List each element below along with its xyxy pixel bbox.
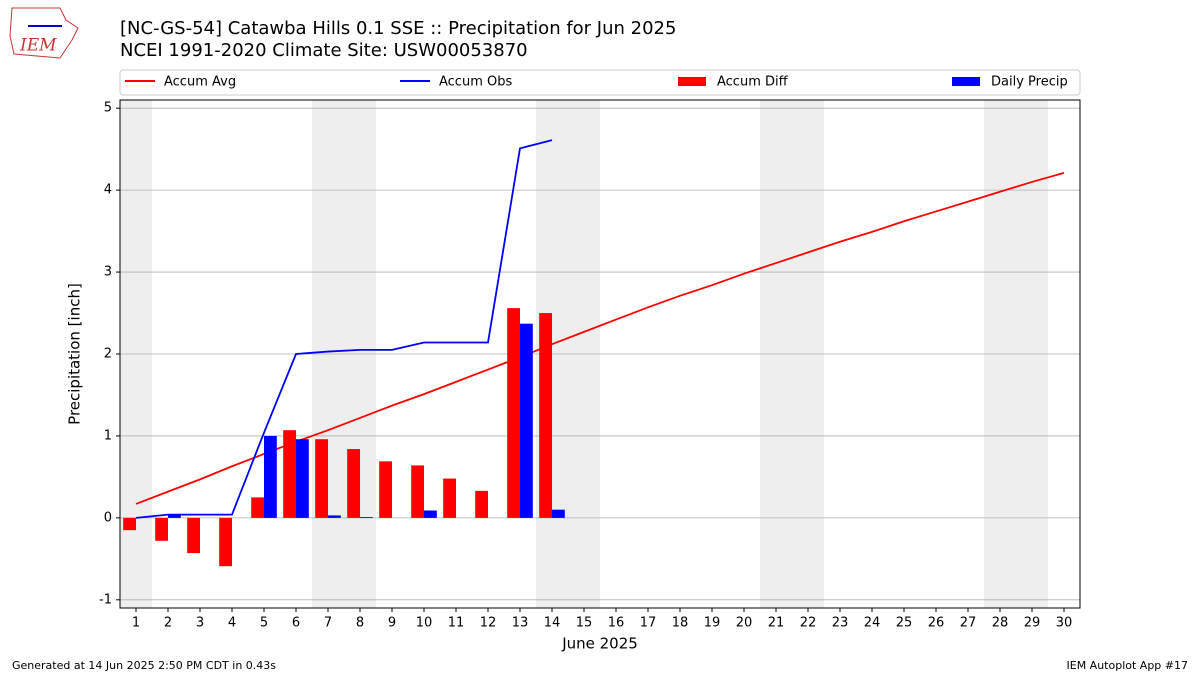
x-tick-label: 14 bbox=[544, 616, 561, 631]
x-tick-label: 21 bbox=[768, 616, 785, 631]
line bbox=[135, 139, 553, 519]
x-tick-label: 27 bbox=[960, 616, 977, 631]
footer-left: Generated at 14 Jun 2025 2:50 PM CDT in … bbox=[12, 659, 276, 672]
bar bbox=[552, 509, 565, 518]
bar bbox=[315, 439, 328, 518]
legend-swatch bbox=[952, 77, 980, 86]
x-tick-label: 18 bbox=[672, 616, 689, 631]
legend-swatch bbox=[678, 77, 706, 86]
x-tick-label: 29 bbox=[1024, 616, 1041, 631]
legend-label: Daily Precip bbox=[991, 75, 1068, 90]
y-tick-label: 4 bbox=[104, 183, 112, 198]
bar bbox=[168, 514, 181, 518]
bar bbox=[411, 465, 424, 518]
bar bbox=[443, 478, 456, 518]
x-tick-label: 11 bbox=[448, 616, 465, 631]
x-tick-label: 19 bbox=[704, 616, 721, 631]
bar bbox=[424, 510, 437, 518]
bar bbox=[155, 517, 168, 541]
x-tick-label: 7 bbox=[324, 616, 332, 631]
x-tick-label: 24 bbox=[864, 616, 881, 631]
bar bbox=[283, 430, 296, 518]
y-tick-label: 1 bbox=[104, 428, 112, 443]
bar bbox=[328, 515, 341, 518]
x-tick-label: 23 bbox=[832, 616, 849, 631]
legend-label: Accum Obs bbox=[439, 75, 512, 90]
y-tick-label: 0 bbox=[104, 510, 112, 525]
x-tick-label: 30 bbox=[1056, 616, 1073, 631]
y-tick-label: 2 bbox=[104, 347, 112, 362]
logo-text: IEM bbox=[19, 36, 57, 56]
legend-box bbox=[119, 69, 1081, 96]
bar bbox=[379, 461, 392, 518]
footer-right: IEM Autoplot App #17 bbox=[1067, 659, 1189, 672]
legend-label: Accum Diff bbox=[717, 75, 789, 90]
y-tick-label: 3 bbox=[104, 265, 112, 280]
x-tick-label: 13 bbox=[512, 616, 529, 631]
x-tick-label: 6 bbox=[292, 616, 300, 631]
bar bbox=[475, 490, 488, 518]
bar bbox=[347, 449, 360, 518]
x-tick-label: 17 bbox=[640, 616, 657, 631]
x-axis-label: June 2025 bbox=[561, 635, 638, 653]
bar bbox=[520, 323, 533, 518]
logo: IEM bbox=[9, 7, 79, 59]
x-tick-label: 16 bbox=[608, 616, 625, 631]
chart-title: [NC-GS-54] Catawba Hills 0.1 SSE :: Prec… bbox=[120, 18, 676, 39]
bar bbox=[264, 435, 277, 518]
bar bbox=[251, 497, 264, 518]
y-tick-label: -1 bbox=[99, 592, 112, 607]
x-tick-label: 22 bbox=[800, 616, 817, 631]
bar bbox=[360, 517, 373, 518]
x-tick-label: 4 bbox=[228, 616, 236, 631]
x-tick-label: 9 bbox=[388, 616, 396, 631]
x-tick-label: 5 bbox=[260, 616, 268, 631]
x-tick-label: 15 bbox=[576, 616, 593, 631]
legend-label: Accum Avg bbox=[164, 75, 236, 90]
bar bbox=[219, 517, 232, 567]
bar bbox=[123, 517, 136, 531]
y-tick-label: 5 bbox=[104, 101, 112, 116]
plot-frame bbox=[119, 99, 1081, 609]
chart-subtitle: NCEI 1991-2020 Climate Site: USW00053870 bbox=[120, 40, 528, 61]
x-tick-label: 20 bbox=[736, 616, 753, 631]
x-tick-label: 28 bbox=[992, 616, 1009, 631]
x-tick-label: 2 bbox=[164, 616, 172, 631]
bar bbox=[539, 313, 552, 518]
bar bbox=[507, 308, 520, 518]
x-tick-label: 25 bbox=[896, 616, 913, 631]
x-tick-label: 10 bbox=[416, 616, 433, 631]
x-tick-label: 8 bbox=[356, 616, 364, 631]
bar bbox=[187, 517, 200, 554]
x-tick-label: 12 bbox=[480, 616, 497, 631]
x-tick-label: 26 bbox=[928, 616, 945, 631]
x-tick-label: 3 bbox=[196, 616, 204, 631]
y-axis-label: Precipitation [inch] bbox=[66, 283, 84, 425]
x-tick-label: 1 bbox=[132, 616, 140, 631]
bar bbox=[296, 439, 309, 518]
